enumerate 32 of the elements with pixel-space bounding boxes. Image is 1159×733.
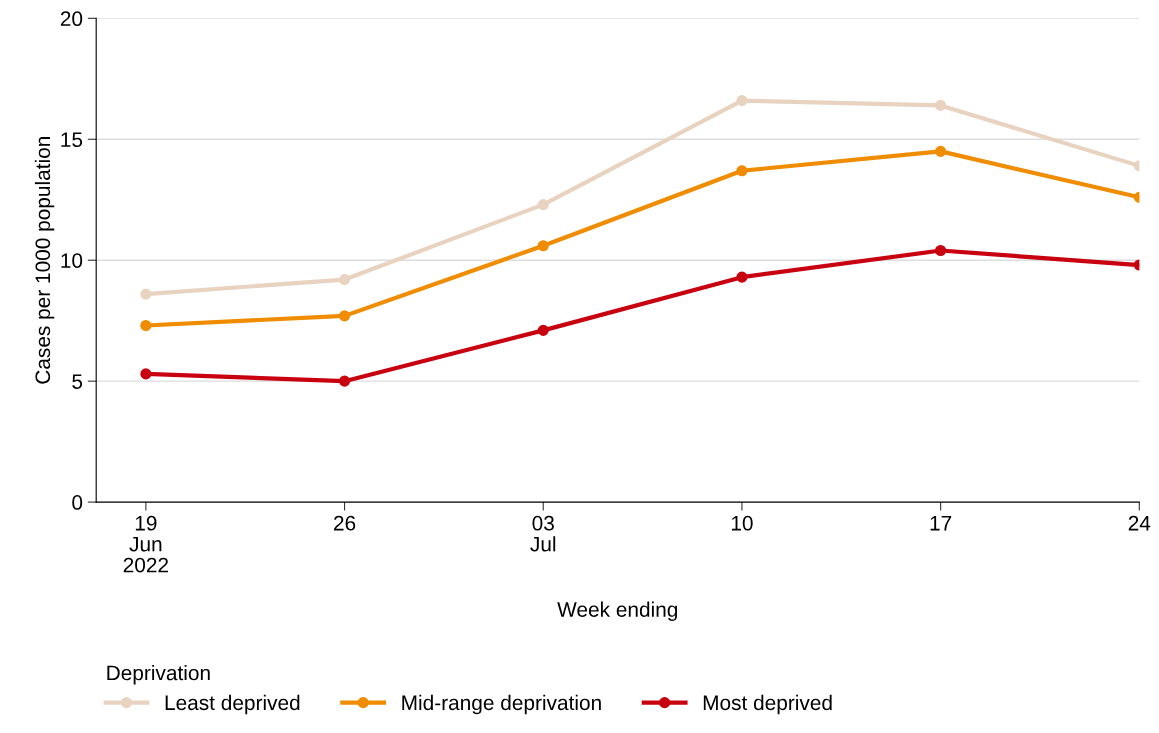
y-tick-label: 10 [61,253,83,268]
y-axis-title: Cases per 1000 population [34,137,55,384]
y-tick-label: 15 [61,132,83,148]
x-tick-label: 10 [731,515,753,531]
legend-label: Most deprived [703,694,832,715]
legend-title: Deprivation [107,664,210,685]
x-tick-label: 19 Jun 2022 [123,515,168,573]
x-tick-label: 24 [1128,515,1151,531]
point [537,324,549,336]
x-tick-label: 17 [930,516,952,531]
point [736,271,748,283]
point [140,288,152,300]
y-tick-label: 20 [60,11,83,27]
point [338,310,351,322]
point [338,375,351,387]
y-tick-label: 0 [72,495,83,510]
point [140,319,152,332]
legend-label: Mid-range deprivation [402,694,601,715]
point [736,95,748,107]
point [935,99,947,111]
x-tick-label: 03 Jul [530,515,556,552]
y-tick-label: 5 [72,374,83,389]
x-axis-title: Week ending [557,601,678,621]
point [935,244,947,257]
legend-label: Least deprived [165,694,300,715]
point [736,165,748,177]
point [140,368,152,380]
point [338,274,351,286]
point [537,199,549,211]
point [935,145,947,157]
point [537,240,549,252]
x-tick-label: 26 [334,515,356,531]
